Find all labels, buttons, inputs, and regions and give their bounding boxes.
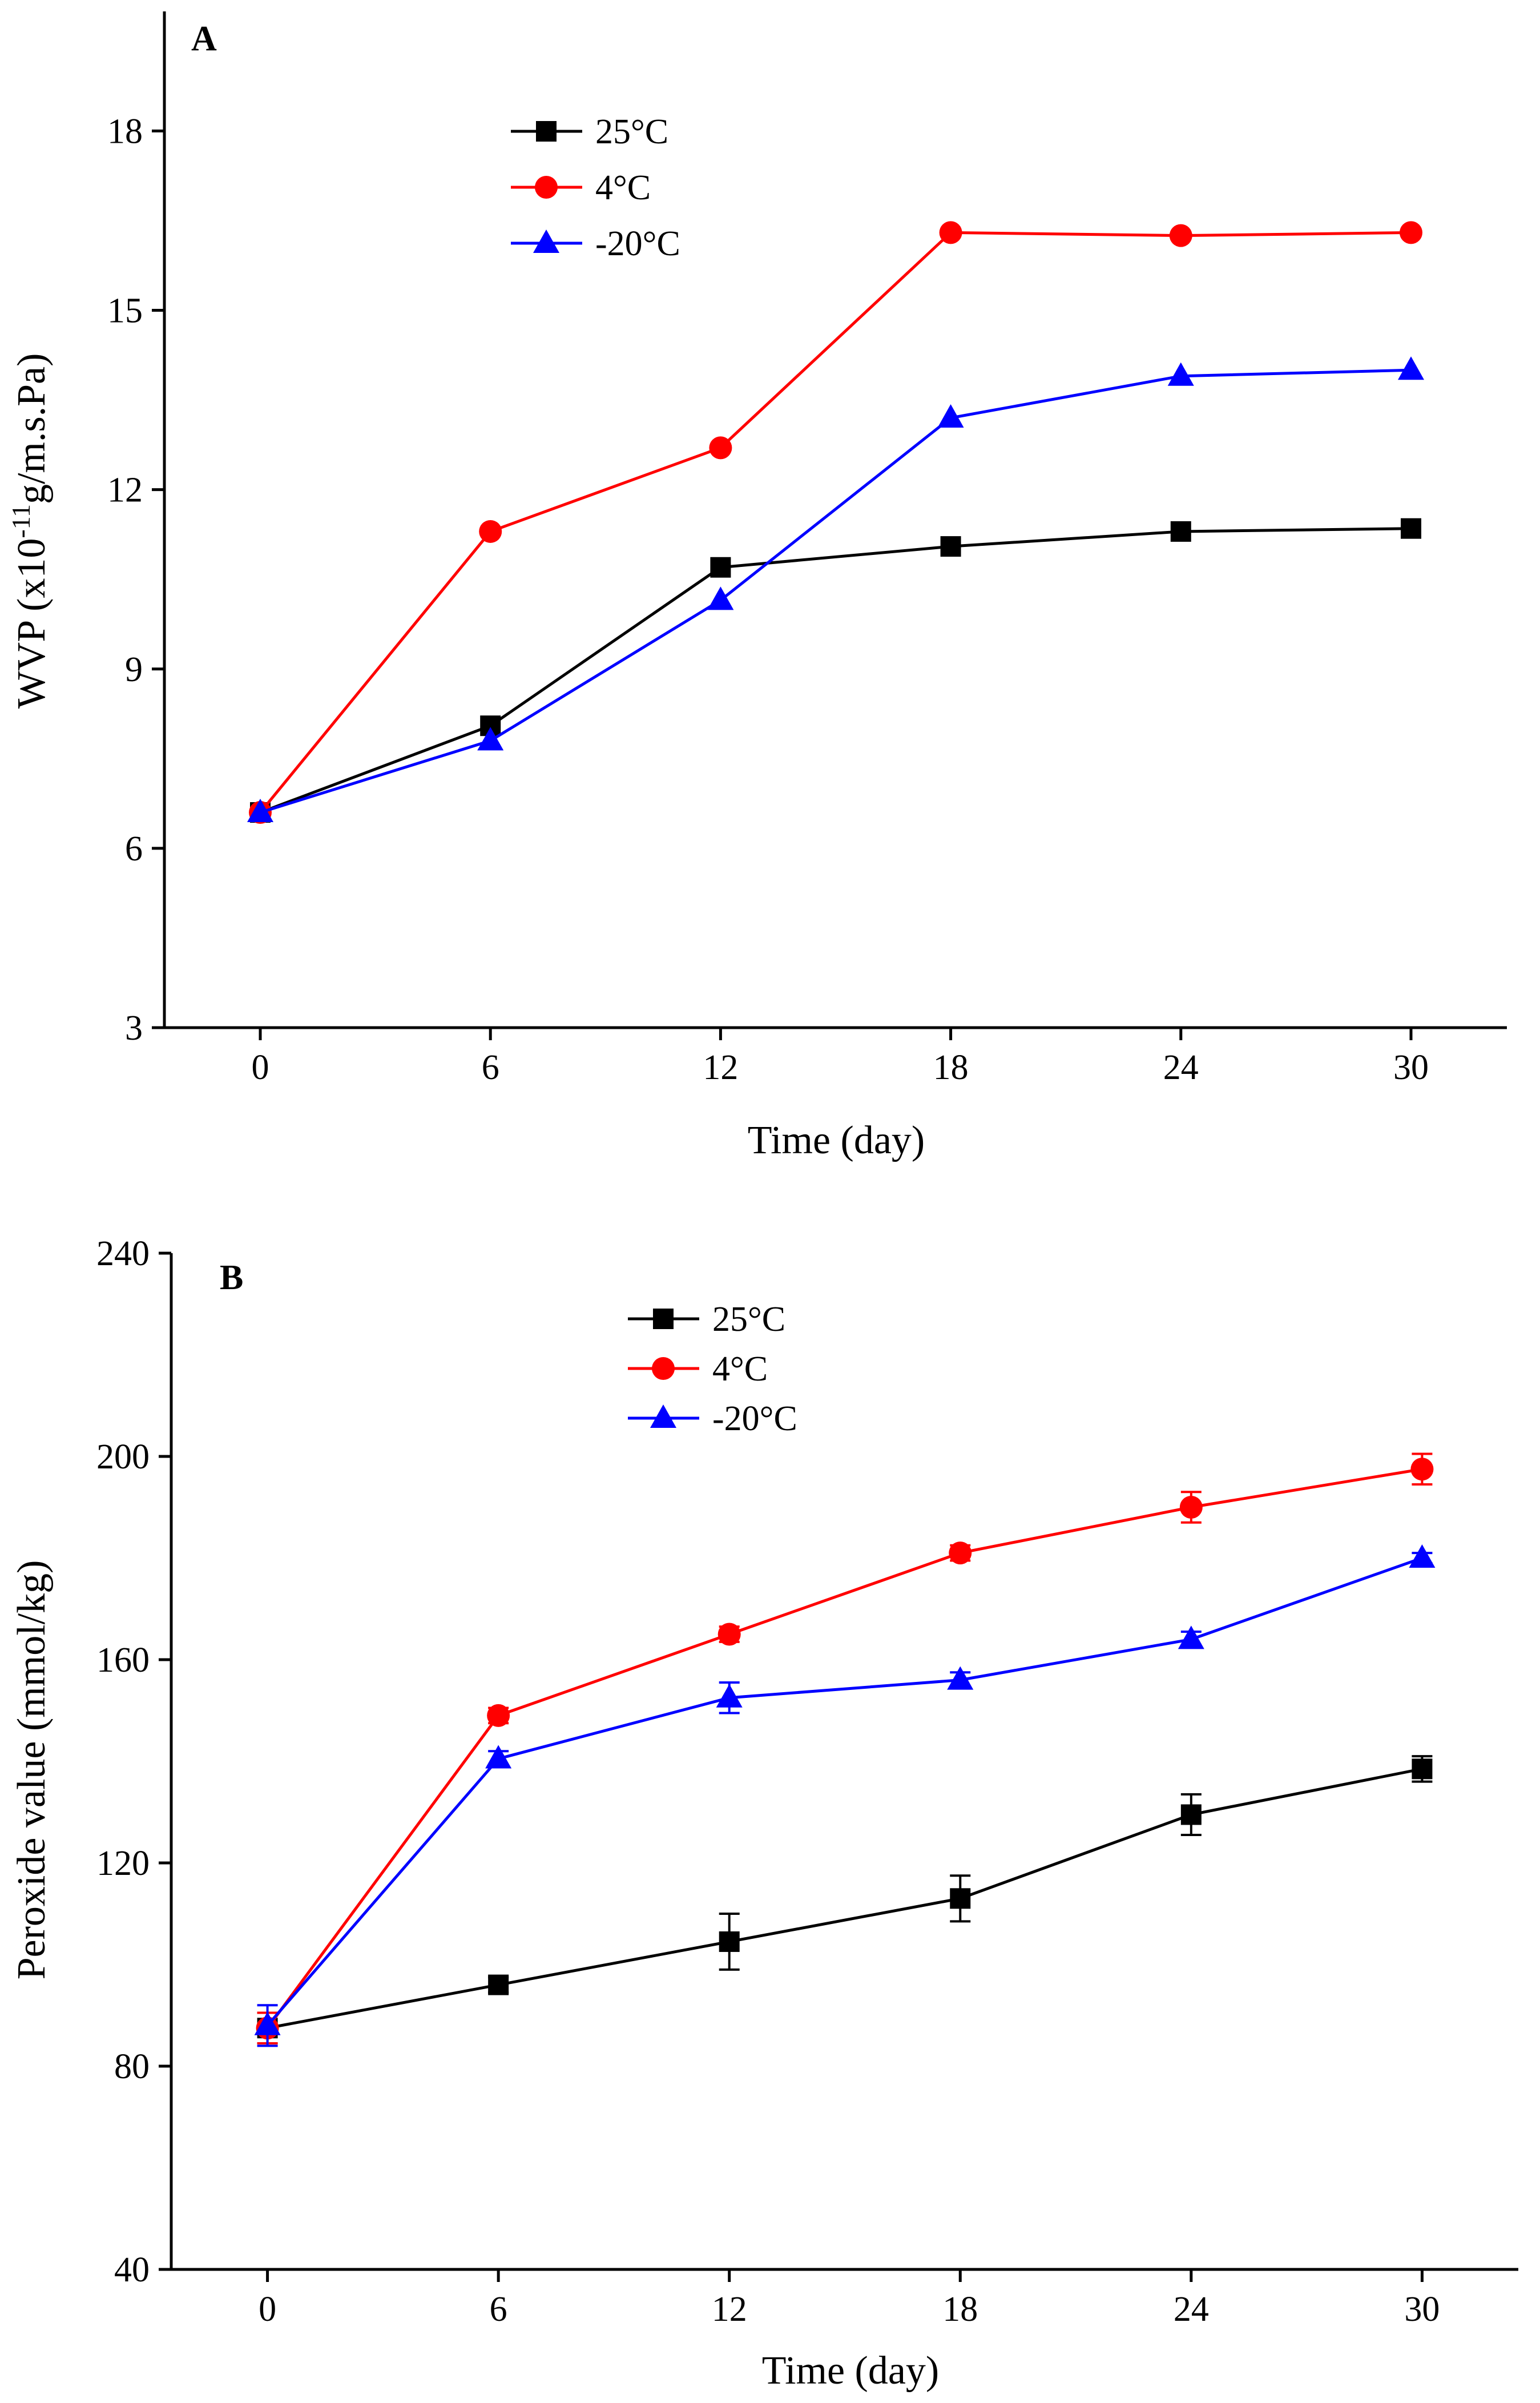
panel-b-y-axis-title: Peroxide value (mmol/kg) xyxy=(10,1560,54,1980)
panel-a-x-tick-label: 18 xyxy=(933,1048,969,1087)
panel-a-series--20c-point xyxy=(247,799,273,823)
panel-b-series-4c-point xyxy=(717,1623,741,1646)
panel-a-series--20c-point xyxy=(1398,356,1424,380)
panel-a-series-25c xyxy=(250,518,1421,823)
panel-b-series-25c-point xyxy=(488,1974,509,1995)
panel-a-letter: A xyxy=(191,19,217,58)
panel-a-legend-label: -20°C xyxy=(595,224,680,263)
panel-a-x-tick-label: 24 xyxy=(1163,1048,1199,1087)
panel-a-legend-item: -20°C xyxy=(511,224,680,263)
panel-b-y-tick-label: 200 xyxy=(96,1438,150,1476)
panel-b-series--20c-point xyxy=(947,1666,974,1690)
panel-a-series--20c xyxy=(247,356,1424,823)
panel-a-series-4c-point xyxy=(939,221,962,244)
panel-a-series--20c-line xyxy=(260,368,1412,814)
panel-b-series-25c-line xyxy=(267,1767,1422,2030)
panel-b-series--20c-line xyxy=(266,1556,1423,2027)
panel-b-series-25c-point xyxy=(1412,1758,1433,1780)
panel-a-series-25c-point xyxy=(710,557,731,578)
panel-a-legend-marker xyxy=(536,121,557,142)
panel-a-legend-label: 4°C xyxy=(595,168,651,207)
panel-a-legend-item: 25°C xyxy=(511,112,668,151)
panel-b-legend-marker xyxy=(650,1404,676,1428)
panel-a-legend-label: 25°C xyxy=(595,112,668,151)
panel-b-series--20c-point xyxy=(254,2011,281,2035)
panel-b-y-tick-label: 40 xyxy=(114,2251,150,2289)
panel-a-y-tick-label: 6 xyxy=(125,830,143,868)
panel-b-x-tick-label: 12 xyxy=(712,2290,747,2329)
panel-b-x-tick-label: 18 xyxy=(942,2290,978,2329)
panel-a-series-25c-point xyxy=(1401,518,1421,539)
panel-b-legend-item: 4°C xyxy=(628,1350,768,1388)
panel-b-y-tick-label: 120 xyxy=(96,1844,150,1883)
panel-a-x-tick-label: 0 xyxy=(252,1048,269,1087)
panel-b-series-4c xyxy=(256,1452,1434,2044)
panel-b-letter: B xyxy=(220,1258,243,1297)
panel-a-x-tick-label: 12 xyxy=(703,1048,738,1087)
panel-a-y-tick-label: 3 xyxy=(125,1009,143,1048)
panel-a-series-4c-point xyxy=(479,520,502,543)
panel-b-x-tick-label: 6 xyxy=(490,2290,507,2329)
panel-b-y-tick-label: 80 xyxy=(114,2047,150,2086)
panel-b-series--20c xyxy=(254,1544,1436,2047)
panel-a-legend-marker xyxy=(533,230,559,253)
panel-a-y-title-suffix: g/m.s.Pa) xyxy=(10,353,54,504)
panel-a-series--20c-point xyxy=(937,404,964,428)
panel-a-x-tick-label: 6 xyxy=(482,1048,499,1087)
panel-b-series-25c-point xyxy=(950,1888,971,1909)
panel-b-x-axis-title: Time (day) xyxy=(762,2349,939,2393)
panel-a-series-4c xyxy=(249,221,1422,824)
panel-b-series-4c-point xyxy=(487,1704,510,1727)
panel-b-series-4c-point xyxy=(1410,1458,1434,1481)
panel-a-y-tick-label: 18 xyxy=(107,112,143,151)
panel-b-series--20c-point xyxy=(1178,1625,1204,1649)
panel-a-y-tick-label: 15 xyxy=(107,292,143,331)
panel-b-y-tick-label: 240 xyxy=(96,1234,150,1273)
panel-a-series-4c-point xyxy=(1400,221,1422,244)
panel-a-series-25c-line xyxy=(260,527,1412,814)
panel-b-x-tick-label: 30 xyxy=(1404,2290,1440,2329)
panel-b-x-tick-label: 0 xyxy=(259,2290,276,2329)
panel-b-series--20c-point xyxy=(1409,1544,1436,1568)
panel-b-series-4c-point xyxy=(1179,1496,1203,1519)
panel-a-x-axis-title: Time (day) xyxy=(748,1118,925,1162)
panel-b-series-25c xyxy=(257,1755,1433,2044)
panel-a-series--20c-point xyxy=(477,727,504,751)
panel-a-y-title-prefix: WVP (x10 xyxy=(10,538,54,709)
panel-b-series--20c-point xyxy=(485,1745,512,1769)
panel-a-series-4c-point xyxy=(709,436,732,460)
panel-b-legend-item: -20°C xyxy=(628,1399,797,1438)
panel-b-legend-marker xyxy=(652,1357,675,1380)
panel-a-y-axis-title: WVP (x10-11g/m.s.Pa) xyxy=(6,353,54,709)
panel-a-y-tick-label: 12 xyxy=(107,471,143,510)
panel-b-series-4c-point xyxy=(949,1541,972,1565)
panel-b: B Time (day) Peroxide value (mmol/kg) 40… xyxy=(10,1234,1518,2393)
panel-b-y-tick-label: 160 xyxy=(96,1641,150,1680)
panel-b-x-tick-label: 24 xyxy=(1174,2290,1209,2329)
panel-a-series-25c-point xyxy=(940,536,961,557)
panel-b-legend-item: 25°C xyxy=(628,1300,785,1339)
panel-b-legend-label: -20°C xyxy=(712,1399,797,1438)
panel-a-y-title-exponent: -11 xyxy=(6,504,35,538)
panel-a-series-4c-line xyxy=(259,231,1412,814)
panel-a-legend-marker xyxy=(535,176,558,199)
panel-b-series-4c-line xyxy=(266,1467,1422,2029)
panel-a-legend-item: 4°C xyxy=(511,168,651,207)
panel-a: A Time (day) WVP (x10-11g/m.s.Pa) 3 6 9 12 1… xyxy=(6,11,1507,1162)
panel-b-legend-marker xyxy=(653,1309,674,1329)
panel-b-legend-label: 25°C xyxy=(712,1300,785,1339)
panel-b-series--20c-point xyxy=(716,1684,743,1708)
panel-a-series-25c-point xyxy=(1170,521,1191,542)
panel-a-series--20c-point xyxy=(707,586,734,610)
panel-a-y-tick-label: 9 xyxy=(125,650,143,689)
panel-b-series-25c-point xyxy=(719,1931,740,1952)
panel-a-series--20c-point xyxy=(1167,362,1194,386)
panel-a-series-4c-point xyxy=(1169,224,1192,247)
panel-b-legend-label: 4°C xyxy=(712,1350,768,1388)
panel-b-series-25c-point xyxy=(1180,1804,1202,1825)
panel-a-x-tick-label: 30 xyxy=(1393,1048,1429,1087)
